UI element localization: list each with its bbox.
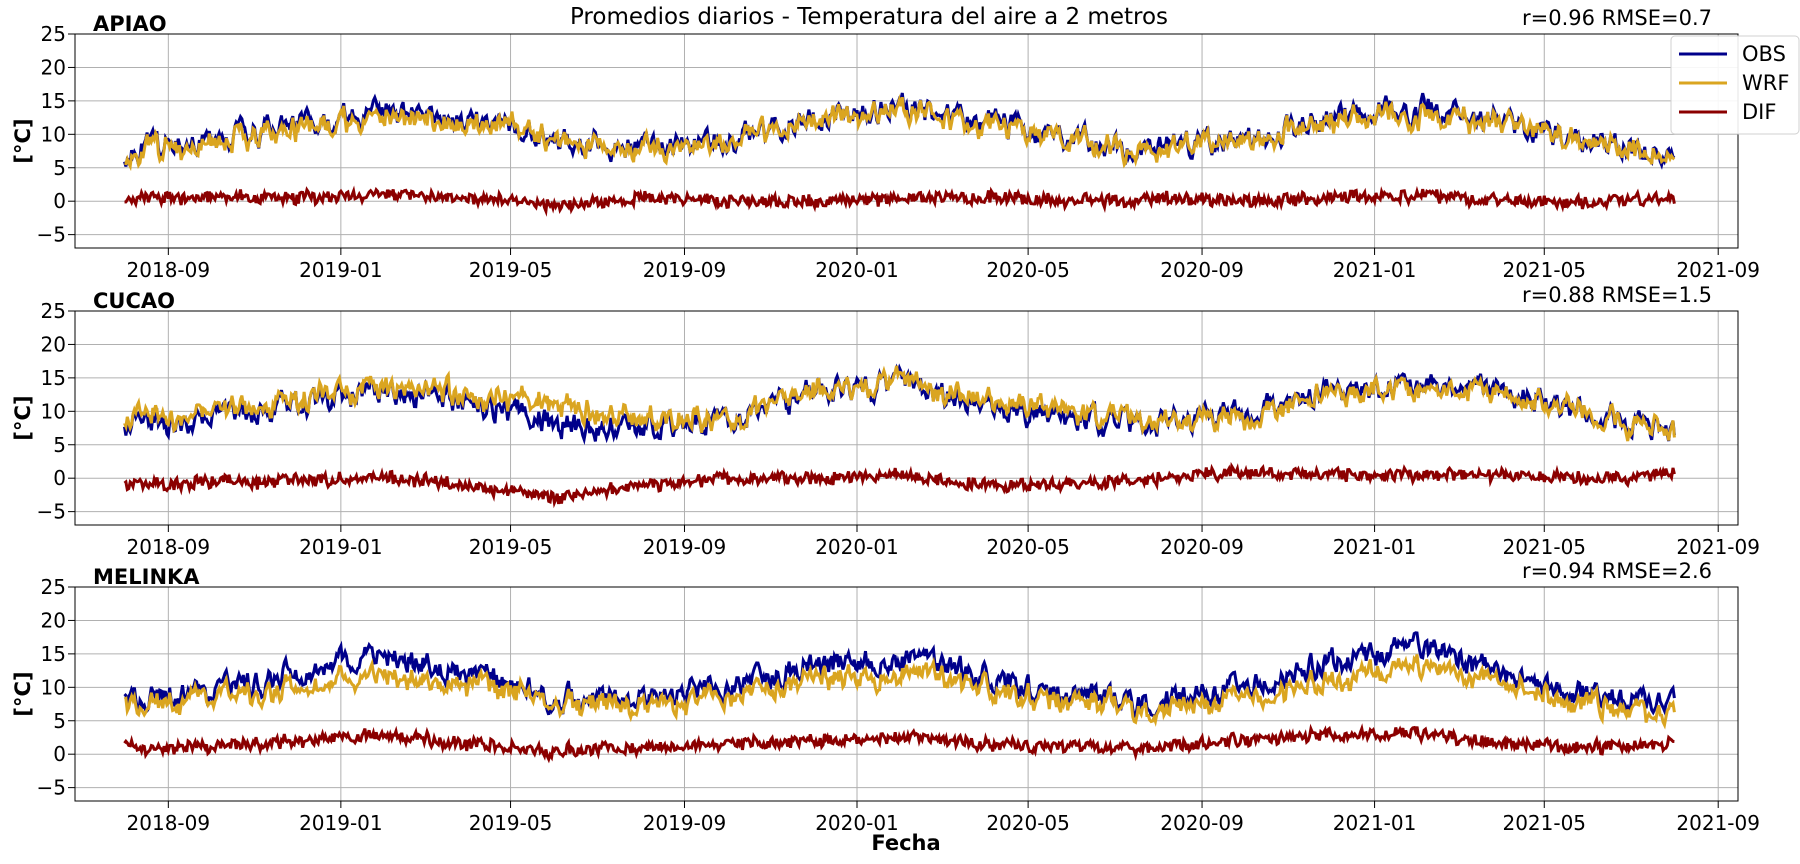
y-tick-label: 20 bbox=[41, 55, 66, 79]
x-tick-label: 2019-05 bbox=[469, 535, 553, 559]
y-tick-label: 25 bbox=[41, 22, 66, 46]
station-label: CUCAO bbox=[93, 289, 175, 313]
y-tick-label: 10 bbox=[41, 122, 66, 146]
legend-label-obs: OBS bbox=[1742, 42, 1786, 66]
series-dif-line bbox=[124, 185, 1676, 217]
x-tick-label: 2021-09 bbox=[1676, 258, 1760, 282]
station-label: MELINKA bbox=[93, 565, 200, 589]
series-obs-line bbox=[123, 363, 1676, 446]
stats-label: r=0.94 RMSE=2.6 bbox=[1522, 559, 1712, 583]
series-obs-line bbox=[123, 631, 1676, 719]
x-tick-label: 2021-01 bbox=[1333, 811, 1417, 835]
y-tick-label: 5 bbox=[53, 156, 66, 180]
x-tick-label: 2021-05 bbox=[1502, 535, 1586, 559]
y-tick-label: 10 bbox=[41, 399, 66, 423]
y-tick-label: 25 bbox=[41, 575, 66, 599]
x-tick-label: 2019-05 bbox=[469, 811, 553, 835]
y-tick-label: 5 bbox=[53, 709, 66, 733]
panel-apiao: −5 0 5 10 15 20 25 2018-09 2019-01 2019-05 2019-09… bbox=[11, 6, 1760, 282]
panel-melinka: −5 0 5 10 15 20 25 2018-09 2019-01 2019-05 2019-09… bbox=[11, 559, 1760, 835]
x-tick-label: 2019-09 bbox=[643, 811, 727, 835]
x-tick-label: 2020-09 bbox=[1160, 811, 1244, 835]
y-tick-label: −5 bbox=[37, 776, 66, 800]
figure-title: Promedios diarios - Temperatura del aire… bbox=[570, 4, 1168, 30]
x-tick-label: 2019-09 bbox=[643, 258, 727, 282]
y-tick-label: 20 bbox=[41, 332, 66, 356]
axes-frame bbox=[74, 33, 1739, 249]
x-tick-label: 2019-01 bbox=[299, 258, 383, 282]
axes-frame bbox=[74, 310, 1739, 526]
y-tick-label: 0 bbox=[53, 742, 66, 766]
x-tick-label: 2021-01 bbox=[1333, 258, 1417, 282]
series-wrf-line bbox=[123, 365, 1676, 442]
legend: OBS WRF DIF bbox=[1670, 35, 1800, 135]
x-tick-label: 2021-09 bbox=[1676, 811, 1760, 835]
panels: −5 0 5 10 15 20 25 2018-09 2019-01 2019-05 2019-09… bbox=[11, 6, 1760, 835]
x-tick-label: 2020-01 bbox=[815, 811, 899, 835]
x-axis-label: Fecha bbox=[871, 831, 940, 855]
stats-label: r=0.88 RMSE=1.5 bbox=[1522, 283, 1712, 307]
panel-cucao: −5 0 5 10 15 20 25 2018-09 2019-01 2019-05 2019-09… bbox=[11, 283, 1760, 559]
y-axis-label: [°C] bbox=[11, 395, 35, 440]
y-tick-label: 20 bbox=[41, 608, 66, 632]
y-tick-label: 5 bbox=[53, 433, 66, 457]
x-tick-label: 2020-01 bbox=[815, 535, 899, 559]
x-tick-label: 2020-09 bbox=[1160, 258, 1244, 282]
legend-label-dif: DIF bbox=[1742, 100, 1776, 124]
x-tick-label: 2019-09 bbox=[643, 535, 727, 559]
station-label: APIAO bbox=[93, 12, 167, 36]
x-tick-label: 2018-09 bbox=[127, 811, 211, 835]
y-tick-label: −5 bbox=[37, 500, 66, 524]
x-tick-label: 2020-05 bbox=[986, 535, 1070, 559]
legend-label-wrf: WRF bbox=[1742, 71, 1789, 95]
y-tick-label: 0 bbox=[53, 189, 66, 213]
y-tick-label: 15 bbox=[41, 642, 66, 666]
stats-label: r=0.96 RMSE=0.7 bbox=[1522, 6, 1712, 30]
x-tick-label: 2021-05 bbox=[1502, 811, 1586, 835]
series-wrf-line bbox=[123, 654, 1676, 730]
y-tick-label: 15 bbox=[41, 89, 66, 113]
series-dif-line bbox=[123, 723, 1675, 764]
x-tick-label: 2019-05 bbox=[469, 258, 553, 282]
series-wrf-line bbox=[124, 94, 1676, 172]
y-axis-label: [°C] bbox=[11, 671, 35, 716]
x-tick-label: 2019-01 bbox=[299, 535, 383, 559]
y-tick-label: 25 bbox=[41, 299, 66, 323]
x-tick-label: 2018-09 bbox=[127, 258, 211, 282]
x-tick-label: 2020-01 bbox=[815, 258, 899, 282]
x-tick-label: 2021-09 bbox=[1676, 535, 1760, 559]
x-tick-label: 2020-05 bbox=[986, 258, 1070, 282]
y-axis-label: [°C] bbox=[11, 118, 35, 163]
y-tick-label: 0 bbox=[53, 466, 66, 490]
x-tick-label: 2019-01 bbox=[299, 811, 383, 835]
series-dif-line bbox=[123, 461, 1676, 509]
y-tick-label: −5 bbox=[37, 223, 66, 247]
legend-box bbox=[1670, 35, 1800, 135]
axes-frame bbox=[74, 586, 1739, 802]
x-tick-label: 2018-09 bbox=[127, 535, 211, 559]
y-tick-label: 10 bbox=[41, 675, 66, 699]
x-tick-label: 2021-01 bbox=[1333, 535, 1417, 559]
x-tick-label: 2020-09 bbox=[1160, 535, 1244, 559]
x-tick-label: 2020-05 bbox=[986, 811, 1070, 835]
x-tick-label: 2021-05 bbox=[1502, 258, 1586, 282]
y-tick-label: 15 bbox=[41, 366, 66, 390]
